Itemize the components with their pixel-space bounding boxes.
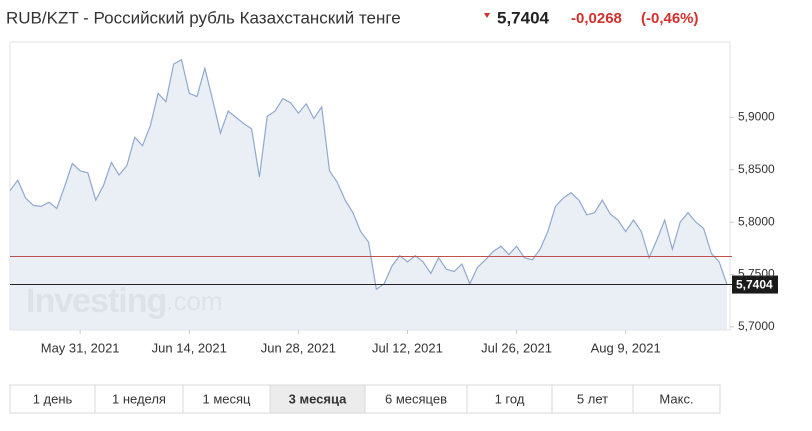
period-button-label: 1 неделя	[112, 391, 166, 406]
area-fill	[10, 59, 727, 331]
period-button[interactable]: 5 лет	[551, 384, 634, 414]
period-button-bg	[466, 384, 553, 414]
y-tick-label: 5,8500	[738, 162, 775, 176]
period-button[interactable]: 1 неделя	[94, 384, 184, 414]
period-button[interactable]: 1 месяц	[182, 384, 271, 414]
last-price: 5,7404	[497, 8, 550, 27]
down-arrow	[484, 13, 490, 18]
period-button-bg	[269, 384, 366, 414]
x-tick-label: Jul 12, 2021	[372, 340, 443, 355]
period-button-bg	[551, 384, 634, 414]
period-button-bg	[9, 384, 96, 414]
period-button-label: 1 месяц	[203, 391, 252, 406]
x-tick-label: Aug 9, 2021	[591, 340, 661, 355]
period-button-label: 1 год	[495, 391, 525, 406]
period-button-bg	[364, 384, 468, 414]
period-button[interactable]: 1 год	[466, 384, 553, 414]
change-percent: (-0,46%)	[641, 10, 699, 27]
period-button-bg	[632, 384, 721, 414]
y-tick-label: 5,7000	[738, 319, 775, 333]
x-tick-label: Jul 26, 2021	[481, 340, 552, 355]
y-tick-label: 5,7500	[738, 267, 775, 281]
period-button-label: 3 месяца	[289, 391, 347, 406]
x-tick-label: Jun 14, 2021	[152, 340, 227, 355]
chart-title: RUB/KZT - Российский рубль Казахстанский…	[6, 8, 401, 27]
change: -0,0268	[571, 10, 622, 27]
period-button-label: 6 месяцев	[385, 391, 447, 406]
period-button-label: 5 лет	[577, 391, 608, 406]
x-tick-label: May 31, 2021	[41, 340, 120, 355]
price-line	[9, 58, 728, 291]
y-tick-label: 5,9000	[738, 110, 775, 124]
period-button[interactable]: Макс.	[632, 384, 721, 414]
last-price-label: 5,7404	[736, 278, 773, 292]
period-button[interactable]: 3 месяца	[269, 384, 366, 414]
period-button[interactable]: 6 месяцев	[364, 384, 468, 414]
y-tick-label: 5,8000	[738, 214, 775, 228]
period-button-bg	[182, 384, 271, 414]
period-button[interactable]: 1 день	[9, 384, 96, 414]
period-button-label: Макс.	[659, 391, 693, 406]
period-button-label: 1 день	[33, 391, 73, 406]
x-tick-label: Jun 28, 2021	[261, 340, 336, 355]
last-price-box	[732, 275, 778, 294]
